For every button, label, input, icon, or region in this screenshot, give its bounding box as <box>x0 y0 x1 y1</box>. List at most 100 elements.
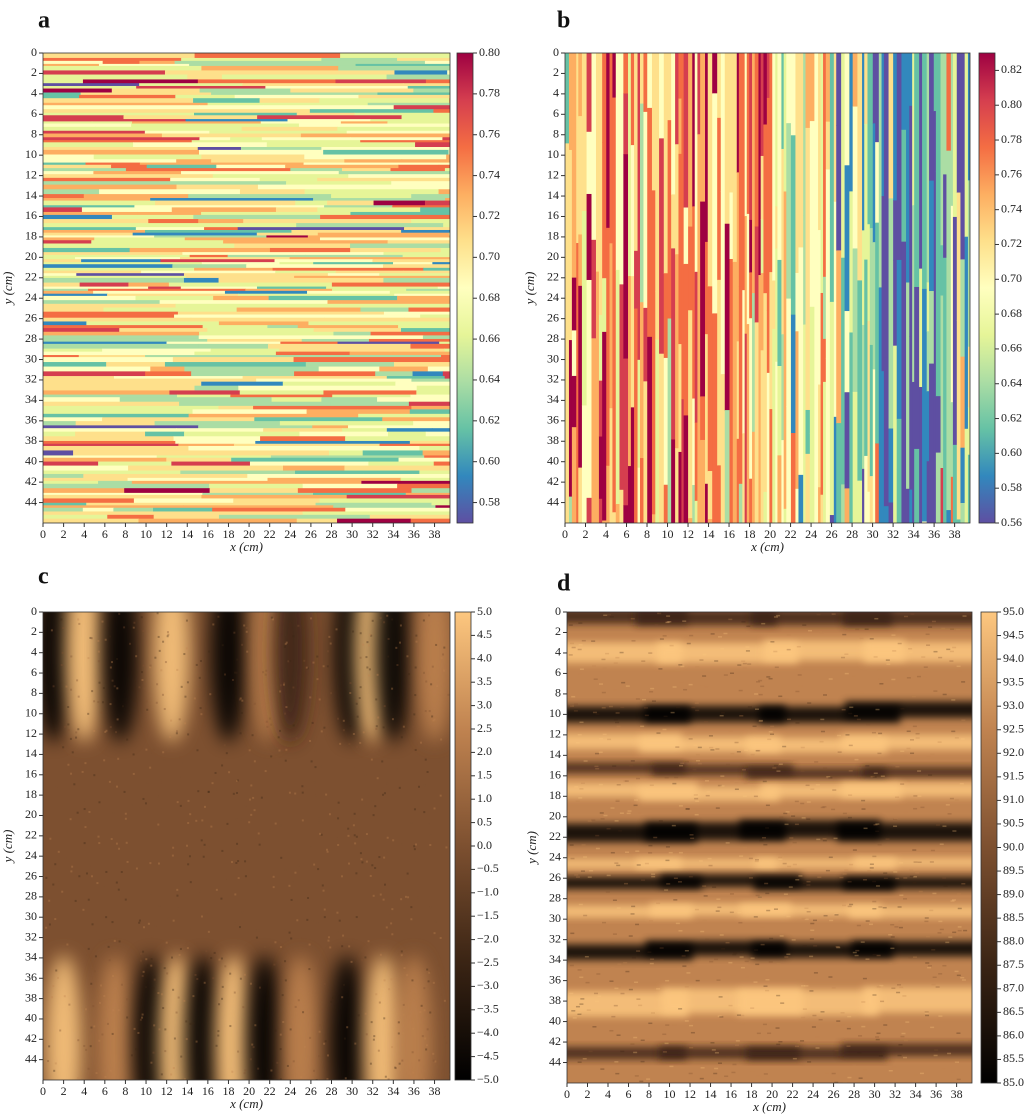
x-tick-label: 0 <box>562 527 568 541</box>
x-tick-label: 8 <box>646 1087 652 1101</box>
colorbar <box>979 53 995 523</box>
colorbar-tick-label: 89.5 <box>1003 863 1024 877</box>
colorbar-tick-label: 91.0 <box>1003 792 1024 806</box>
x-tick-label: 36 <box>928 527 940 541</box>
x-tick-label: 12 <box>682 527 694 541</box>
x-tick-label: 26 <box>305 527 317 541</box>
colorbar-tick-label: 0.60 <box>479 453 500 467</box>
y-tick-label: 16 <box>25 767 37 781</box>
y-tick-label: 16 <box>25 208 37 222</box>
y-tick-label: 40 <box>547 453 559 467</box>
y-tick-label: 10 <box>549 706 561 720</box>
y-tick-label: 28 <box>25 331 37 345</box>
x-tick-label: 22 <box>264 1084 276 1098</box>
y-tick-label: 16 <box>549 768 561 782</box>
x-tick-label: 38 <box>951 1087 963 1101</box>
colorbar-tick-label: 0.62 <box>479 413 500 427</box>
x-tick-label: 14 <box>181 527 193 541</box>
x-tick-label: 34 <box>910 1087 922 1101</box>
x-tick-label: 38 <box>429 527 441 541</box>
x-tick-label: 8 <box>122 1084 128 1098</box>
x-tick-label: 10 <box>140 527 152 541</box>
colorbar-tick-label: 91.5 <box>1003 769 1024 783</box>
y-tick-label: 20 <box>547 249 559 263</box>
y-tick-label: 8 <box>31 126 37 140</box>
colorbar-tick-label: 95.0 <box>1003 604 1024 618</box>
y-tick-label: 44 <box>547 494 559 508</box>
colorbar-tick-label: 0.72 <box>1001 236 1022 250</box>
y-tick-label: 20 <box>25 249 37 263</box>
x-tick-label: 4 <box>605 1087 611 1101</box>
y-tick-label: 14 <box>25 746 37 760</box>
x-tick-label: 2 <box>61 1084 67 1098</box>
y-tick-label: 38 <box>547 433 559 447</box>
colorbar-tick-label: 85.0 <box>1003 1075 1024 1089</box>
x-tick-label: 22 <box>785 527 797 541</box>
y-tick-label: 24 <box>25 290 37 304</box>
x-axis-label: x (cm) <box>752 1099 786 1114</box>
y-tick-label: 26 <box>25 310 37 324</box>
colorbar-tick-label: 90.0 <box>1003 839 1024 853</box>
x-tick-label: 32 <box>367 527 379 541</box>
y-tick-label: 0 <box>553 45 559 59</box>
x-tick-label: 10 <box>662 527 674 541</box>
x-tick-label: 6 <box>102 527 108 541</box>
y-tick-label: 40 <box>25 1011 37 1025</box>
colorbar-tick-label: 86.5 <box>1003 1004 1024 1018</box>
y-tick-label: 4 <box>553 86 559 100</box>
x-tick-label: 38 <box>429 1084 441 1098</box>
colorbar-tick-label: 0.68 <box>1001 306 1022 320</box>
y-tick-label: 6 <box>553 106 559 120</box>
colorbar-tick-label: 89.0 <box>1003 886 1024 900</box>
x-tick-label: 10 <box>664 1087 676 1101</box>
colorbar-tick-label: 0.72 <box>479 208 500 222</box>
colorbar-tick-label: 88.5 <box>1003 910 1024 924</box>
y-tick-label: 22 <box>25 828 37 842</box>
y-tick-label: 6 <box>31 106 37 120</box>
colorbar-tick-label: −1.0 <box>477 885 499 899</box>
y-tick-label: 4 <box>31 644 37 658</box>
colorbar-tick-label: 0.64 <box>1001 375 1022 389</box>
y-tick-label: 18 <box>549 788 561 802</box>
y-tick-label: 4 <box>555 645 561 659</box>
x-tick-label: 34 <box>908 527 920 541</box>
y-tick-label: 10 <box>25 147 37 161</box>
colorbar-tick-label: 0.66 <box>479 331 500 345</box>
x-tick-label: 6 <box>102 1084 108 1098</box>
heatmap <box>565 53 971 524</box>
y-tick-label: 14 <box>25 188 37 202</box>
heatmap <box>35 562 452 1116</box>
colorbar-tick-label: −4.0 <box>477 1025 499 1039</box>
colorbar-tick-label: 87.0 <box>1003 981 1024 995</box>
x-axis-label: x (cm) <box>229 539 263 554</box>
x-tick-label: 26 <box>828 1087 840 1101</box>
colorbar-tick-label: 85.5 <box>1003 1051 1024 1065</box>
panel-label: b <box>557 8 570 34</box>
y-tick-label: 14 <box>547 188 559 202</box>
y-tick-label: 22 <box>549 829 561 843</box>
x-tick-label: 12 <box>684 1087 696 1101</box>
x-tick-label: 28 <box>326 527 338 541</box>
colorbar-tick-label: 5.0 <box>477 604 492 618</box>
y-tick-label: 44 <box>549 1054 561 1068</box>
x-tick-label: 34 <box>387 1084 399 1098</box>
x-tick-label: 0 <box>564 1087 570 1101</box>
y-tick-label: 12 <box>25 167 37 181</box>
y-tick-label: 44 <box>25 494 37 508</box>
y-tick-label: 28 <box>25 889 37 903</box>
colorbar-tick-label: 0.5 <box>477 814 492 828</box>
x-tick-label: 14 <box>181 1084 193 1098</box>
x-tick-label: 28 <box>848 1087 860 1101</box>
y-tick-label: 34 <box>25 392 37 406</box>
y-tick-label: 44 <box>25 1051 37 1065</box>
y-tick-label: 22 <box>547 270 559 284</box>
y-tick-label: 24 <box>547 290 559 304</box>
x-tick-label: 0 <box>40 1084 46 1098</box>
x-tick-label: 32 <box>889 1087 901 1101</box>
x-tick-label: 24 <box>807 1087 819 1101</box>
y-tick-label: 12 <box>25 726 37 740</box>
colorbar-tick-label: 0.82 <box>1001 62 1022 76</box>
colorbar-tick-label: −2.5 <box>477 955 499 969</box>
colorbar-tick-label: 0.56 <box>1001 515 1022 529</box>
